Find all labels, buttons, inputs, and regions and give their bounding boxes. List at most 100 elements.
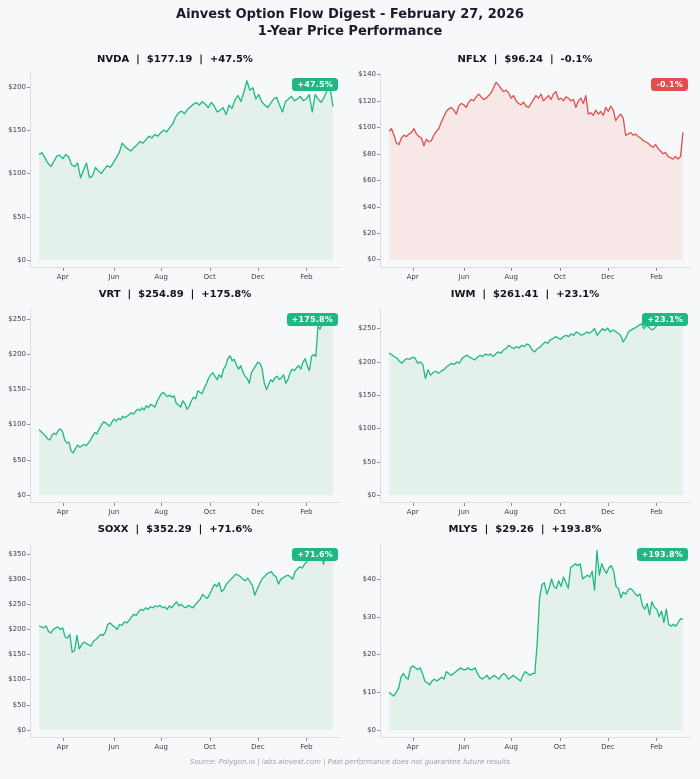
y-tick-mark	[27, 424, 30, 426]
y-tick-mark	[377, 578, 380, 580]
y-tick-label: $100	[8, 675, 26, 684]
chart-title: NVDA | $177.19 | +47.5%	[97, 53, 253, 65]
y-tick-label: $120	[358, 96, 376, 105]
plot-area: +193.8%	[380, 542, 691, 738]
x-tick-mark	[161, 267, 163, 271]
x-tick-label: Feb	[650, 742, 663, 751]
x-tick-mark	[463, 737, 465, 741]
y-tick-mark	[377, 127, 380, 129]
y-tick-label: $150	[8, 385, 26, 394]
x-tick-label: Jun	[108, 272, 120, 281]
y-tick-label: $100	[358, 424, 376, 433]
y-tick-mark	[27, 86, 30, 88]
x-tick-label: Oct	[203, 742, 216, 751]
y-tick-label: $150	[8, 650, 26, 659]
y-tick-mark	[377, 692, 380, 694]
y-tick-mark	[27, 216, 30, 218]
x-tick-mark	[306, 267, 308, 271]
y-tick-label: $60	[362, 176, 376, 185]
x-tick-mark	[559, 502, 561, 506]
price-line-chart	[38, 315, 334, 495]
x-tick-mark	[607, 267, 609, 271]
plot-area: +71.6%	[30, 542, 341, 738]
x-tick-label: Aug	[154, 742, 168, 751]
y-tick-mark	[27, 129, 30, 131]
x-tick-mark	[257, 737, 259, 741]
y-tick-label: $20	[362, 650, 376, 659]
x-tick-mark	[412, 737, 414, 741]
price-line-chart	[38, 550, 334, 730]
y-tick-mark	[27, 729, 30, 731]
y-tick-label: $80	[362, 149, 376, 158]
y-tick-label: $150	[8, 125, 26, 134]
x-tick-mark	[412, 502, 414, 506]
change-badge: +47.5%	[292, 77, 338, 91]
x-tick-label: Dec	[601, 507, 615, 516]
y-tick-label: $140	[358, 70, 376, 79]
x-tick-mark	[511, 267, 513, 271]
x-tick-mark	[257, 267, 259, 271]
change-badge: -0.1%	[651, 77, 688, 91]
area-fill	[389, 82, 683, 260]
y-tick-mark	[377, 616, 380, 618]
chart-vrt: VRT | $254.89 | +175.8% +175.8% $0 $50 $10…	[0, 276, 350, 516]
y-tick-label: $250	[8, 315, 26, 324]
price-line	[388, 549, 684, 697]
x-tick-label: Apr	[406, 742, 419, 751]
y-tick-label: $250	[358, 324, 376, 333]
x-tick-mark	[306, 737, 308, 741]
y-tick-label: $0	[367, 255, 376, 264]
price-line-chart	[388, 549, 684, 730]
y-tick-mark	[27, 459, 30, 461]
x-tick-mark	[656, 737, 658, 741]
x-tick-mark	[656, 502, 658, 506]
x-tick-mark	[463, 502, 465, 506]
change-badge: +23.1%	[642, 312, 688, 326]
area-fill	[389, 550, 683, 730]
x-tick-label: Feb	[300, 742, 313, 751]
chart-title: MLYS | $29.26 | +193.8%	[448, 523, 602, 535]
change-badge: +71.6%	[292, 547, 338, 561]
x-tick-label: Feb	[300, 507, 313, 516]
y-tick-label: $0	[17, 725, 26, 734]
y-tick-label: $100	[8, 420, 26, 429]
x-tick-mark	[306, 502, 308, 506]
x-tick-label: Apr	[56, 272, 69, 281]
page-subtitle: 1-Year Price Performance	[257, 23, 443, 39]
y-tick-label: $50	[12, 455, 26, 464]
area-fill	[39, 550, 333, 730]
y-tick-label: $50	[12, 212, 26, 221]
y-tick-mark	[377, 428, 380, 430]
x-tick-label: Oct	[203, 272, 216, 281]
x-tick-mark	[113, 267, 115, 271]
chart-title: VRT | $254.89 | +175.8%	[98, 288, 252, 300]
y-tick-mark	[27, 704, 30, 706]
plot-area: -0.1%	[380, 72, 691, 268]
x-tick-label: Dec	[601, 742, 615, 751]
x-tick-label: Aug	[154, 272, 168, 281]
chart-iwm: IWM | $261.41 | +23.1% +23.1% $0 $50 $100 $…	[350, 276, 700, 516]
y-tick-label: $50	[12, 700, 26, 709]
area-fill	[389, 315, 683, 495]
y-tick-label: $40	[362, 574, 376, 583]
x-tick-mark	[607, 737, 609, 741]
x-tick-label: Apr	[406, 507, 419, 516]
x-tick-label: Dec	[251, 742, 265, 751]
price-line	[38, 550, 334, 653]
x-tick-label: Feb	[650, 507, 663, 516]
page-header: Ainvest Option Flow Digest - February 27…	[0, 0, 700, 41]
price-line-chart	[388, 81, 684, 260]
y-tick-mark	[377, 233, 380, 234]
x-tick-label: Aug	[504, 742, 518, 751]
y-tick-mark	[27, 354, 30, 356]
y-tick-label: $0	[367, 490, 376, 499]
y-tick-mark	[377, 361, 380, 363]
price-line	[38, 79, 334, 179]
x-tick-label: Oct	[553, 272, 566, 281]
x-tick-mark	[463, 267, 465, 271]
x-tick-label: Feb	[650, 272, 663, 281]
x-tick-label: Jun	[458, 742, 470, 751]
price-line	[388, 81, 684, 160]
area-fill	[39, 80, 333, 260]
